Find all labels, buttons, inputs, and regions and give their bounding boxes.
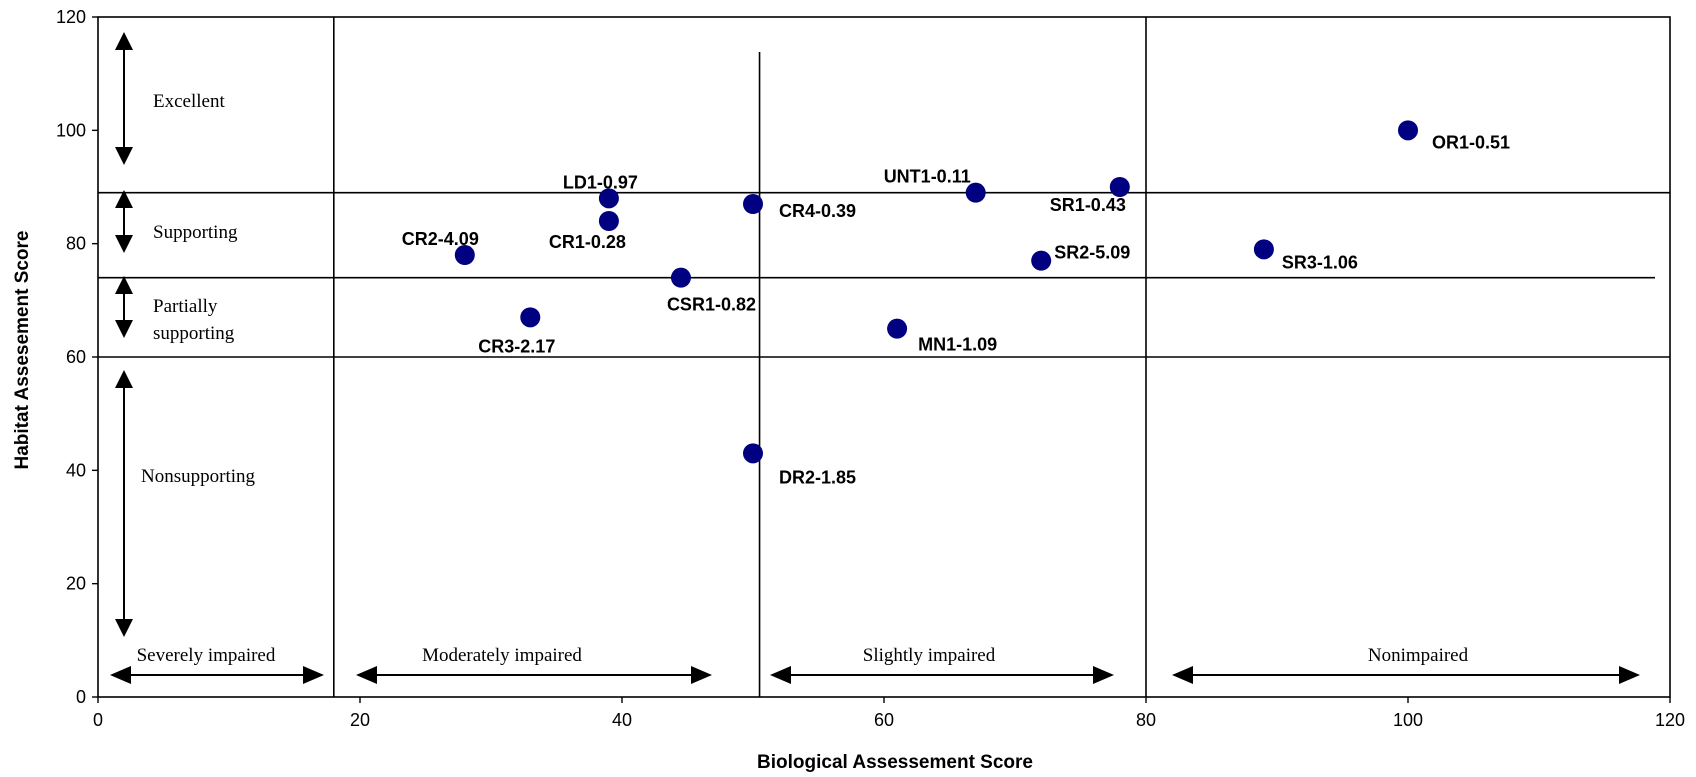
category-label-nonimpaired: Nonimpaired [1368, 645, 1469, 666]
data-point-label: CSR1-0.82 [667, 295, 756, 315]
arrow-supporting [115, 190, 133, 253]
data-point-label: SR1-0.43 [1050, 195, 1126, 215]
data-point [743, 443, 763, 464]
data-point-label: CR2-4.09 [402, 229, 479, 249]
data-point-label: CR3-2.17 [478, 336, 555, 356]
data-point [670, 267, 691, 288]
data-point [743, 194, 763, 214]
data-point-label: CR1-0.28 [549, 232, 626, 252]
y-tick-label: 80 [66, 234, 86, 254]
data-point [1398, 120, 1418, 141]
data-point [965, 182, 986, 203]
x-tick-label: 100 [1393, 710, 1423, 730]
y-tick-label: 120 [56, 7, 86, 27]
data-point [520, 307, 541, 328]
category-label-nonsupporting: Nonsupporting [141, 466, 256, 487]
x-tick-label: 0 [93, 710, 103, 730]
data-point [1253, 239, 1274, 260]
data-point-label: OR1-0.51 [1432, 132, 1510, 152]
x-tick-label: 40 [612, 710, 632, 730]
y-tick-label: 0 [76, 687, 86, 707]
data-point-label: SR3-1.06 [1282, 252, 1358, 272]
category-label-moderately-impaired: Moderately impaired [422, 645, 582, 666]
data-point-label: DR2-1.85 [779, 467, 856, 487]
y-tick-label: 20 [66, 574, 86, 594]
category-label-severely-impaired: Severely impaired [137, 645, 276, 666]
data-point [887, 318, 908, 339]
arrow-moderately-impaired [356, 666, 712, 684]
data-point [454, 245, 475, 265]
y-axis-title: Habitat Assesement Score [12, 230, 33, 469]
x-tick-label: 120 [1655, 710, 1685, 730]
data-point-label: UNT1-0.11 [884, 167, 971, 187]
data-point-label: CR4-0.39 [779, 201, 856, 221]
data-point [1109, 177, 1130, 197]
arrow-nonimpaired [1172, 666, 1640, 684]
data-point [1031, 250, 1052, 271]
arrow-nonsupporting [115, 370, 133, 637]
data-point-label: MN1-1.09 [918, 335, 997, 355]
data-point-label: SR2-5.09 [1054, 243, 1130, 263]
data-point-label: LD1-0.97 [563, 172, 638, 192]
category-label-excellent: Excellent [153, 91, 225, 112]
arrow-severely-impaired [110, 666, 324, 684]
category-label-supporting: Supporting [153, 222, 238, 243]
x-tick-label: 80 [1136, 710, 1156, 730]
data-point [598, 188, 619, 209]
category-label-slightly-impaired: Slightly impaired [863, 645, 996, 666]
arrow-partially-supporting [115, 276, 133, 338]
y-tick-label: 60 [66, 347, 86, 367]
y-tick-label: 40 [66, 460, 86, 480]
arrow-slightly-impaired [770, 666, 1114, 684]
x-tick-label: 20 [350, 710, 370, 730]
y-tick-label: 100 [56, 120, 86, 140]
arrow-excellent [115, 32, 133, 165]
category-label-partially-supporting: Partially supporting [153, 296, 235, 344]
x-tick-label: 60 [874, 710, 894, 730]
data-point [598, 211, 619, 231]
x-axis-title: Biological Assessement Score [757, 752, 1033, 773]
